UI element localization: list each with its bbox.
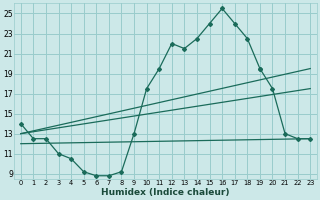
X-axis label: Humidex (Indice chaleur): Humidex (Indice chaleur)	[101, 188, 230, 197]
